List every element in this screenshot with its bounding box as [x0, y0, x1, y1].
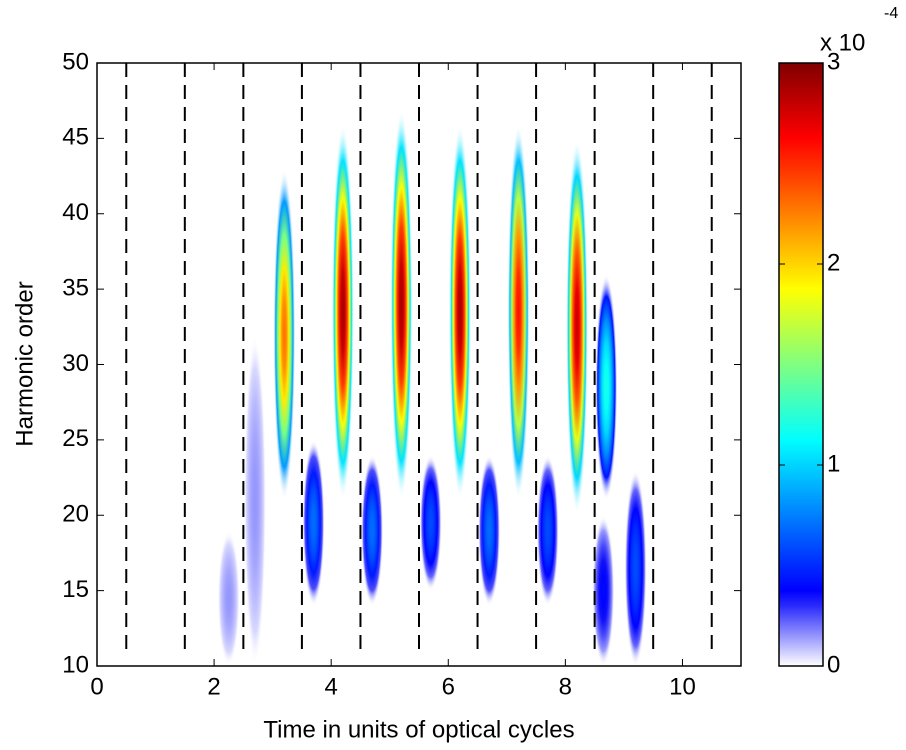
y-tick-label: 15 [62, 576, 89, 603]
x-axis-label: Time in units of optical cycles [263, 716, 574, 743]
y-tick-label: 10 [62, 651, 89, 678]
heat-blob [624, 470, 647, 666]
heat-blob [507, 123, 530, 501]
heat-blob [595, 274, 618, 501]
heat-blob [419, 454, 442, 591]
x-tick-label: 8 [559, 673, 572, 700]
colorbar [778, 62, 824, 667]
y-tick-label: 25 [62, 425, 89, 452]
heat-blob [390, 108, 413, 501]
x-tick-label: 10 [669, 673, 696, 700]
x-tick-label: 0 [90, 673, 103, 700]
y-tick-label: 20 [62, 501, 89, 528]
heat-blob [361, 454, 384, 606]
heat-blob [273, 168, 296, 501]
colorbar-multiplier: x 10 [820, 29, 865, 56]
x-tick-label: 6 [442, 673, 455, 700]
colorbar-tick-label: 0 [827, 651, 840, 678]
colorbar-tick-label: 1 [827, 450, 840, 477]
heat-blob [478, 454, 501, 606]
y-tick-label: 45 [62, 124, 89, 151]
heat-blob [331, 123, 354, 501]
y-axis-label: Harmonic order [11, 281, 38, 446]
y-tick-label: 35 [62, 274, 89, 301]
heat-blob [536, 454, 559, 606]
colorbar-exponent: -4 [884, 5, 898, 22]
colorbar-tick-label: 3 [827, 48, 840, 75]
colorbar-tick-label: 2 [827, 249, 840, 276]
y-tick-label: 40 [62, 199, 89, 226]
heat-blob [448, 123, 471, 501]
heat-blob [217, 530, 240, 666]
heat-blob [592, 515, 615, 666]
heat-blob [566, 138, 589, 516]
x-tick-label: 2 [207, 673, 220, 700]
x-tick-label: 4 [325, 673, 338, 700]
y-tick-label: 30 [62, 350, 89, 377]
heat-blob [244, 334, 267, 666]
heat-blob [302, 439, 325, 606]
y-tick-label: 50 [62, 48, 89, 75]
